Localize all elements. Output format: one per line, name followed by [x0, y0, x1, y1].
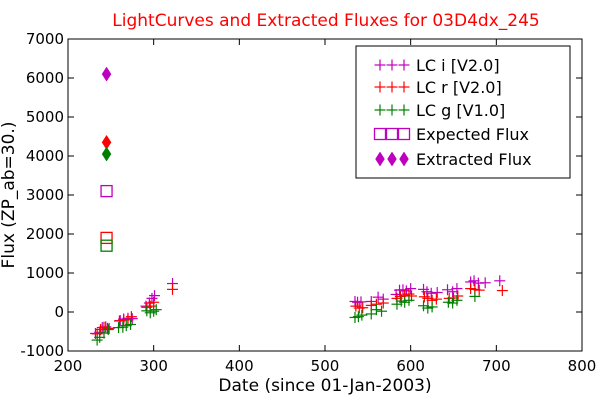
x-tick-label: 300: [139, 357, 168, 375]
y-tick-label: 3000: [26, 186, 64, 204]
data-marks: [89, 66, 508, 346]
legend-marker: [374, 81, 386, 93]
lc-point: [102, 324, 114, 336]
lc-point: [451, 283, 463, 295]
legend-marker: [375, 151, 385, 167]
x-tick-label: 800: [568, 357, 597, 375]
legend-marker: [385, 127, 399, 141]
legend-marker: [398, 81, 410, 93]
plot-area-frame: [67, 38, 583, 352]
lc-point: [403, 294, 415, 306]
lc-point: [372, 291, 384, 303]
lc-point: [126, 313, 138, 325]
y-axis-label: Flux (ZP_ab=30.): [0, 122, 19, 269]
lc-point: [442, 284, 454, 296]
legend-marker: [397, 127, 411, 141]
x-tick-label: 200: [54, 357, 83, 375]
lc-point: [422, 292, 434, 304]
lc-point: [91, 334, 103, 346]
lc-point: [125, 318, 137, 330]
legend-marker: [386, 81, 398, 93]
lc-point: [355, 296, 367, 308]
x-tick-label: 700: [482, 357, 511, 375]
lc-point: [442, 296, 454, 308]
legend-marker: [373, 127, 387, 141]
x-tick-label: 500: [311, 357, 340, 375]
legend-label: LC g [V1.0]: [416, 101, 505, 120]
lc-point: [452, 290, 464, 302]
lc-point: [370, 304, 382, 316]
expected-flux-point: [100, 184, 113, 198]
y-tick-label: 0: [54, 303, 64, 321]
lc-point: [149, 290, 161, 302]
y-tick-label: 1000: [26, 264, 64, 282]
y-tick-label: 5000: [26, 108, 64, 126]
y-tick-label: 7000: [26, 30, 64, 48]
legend-label: Expected Flux: [416, 125, 529, 144]
lc-point: [406, 290, 418, 302]
legend-marker: [387, 151, 397, 167]
lc-point: [430, 293, 442, 305]
lc-point: [451, 294, 463, 306]
lc-point: [422, 302, 434, 314]
legend-marker: [386, 104, 398, 116]
lc-point: [399, 296, 411, 308]
lc-point: [418, 300, 430, 312]
lc-point: [468, 275, 480, 287]
chart-title: LightCurves and Extracted Fluxes for 03D…: [112, 11, 539, 31]
lc-point: [479, 277, 491, 289]
legend: LC i [V2.0] LC r [V2.0] LC g [V1.0] Expecte…: [355, 45, 571, 179]
legend-label: LC r [V2.0]: [416, 78, 502, 97]
lc-point: [376, 305, 388, 317]
lc-point: [356, 309, 368, 321]
legend-marker: [398, 59, 410, 71]
legend-marker: [374, 104, 386, 116]
y-tick-label: -1000: [20, 342, 64, 360]
lc-point: [357, 302, 369, 314]
extracted-flux-point: [101, 146, 112, 162]
axis-ticks: 200 300 400 500 600 700 800 -1000 0 1000 2000 3000 4…: [20, 30, 596, 375]
lc-point: [377, 297, 389, 309]
legend-marker: [374, 59, 386, 71]
lc-point: [148, 305, 160, 317]
legend-marker: [398, 104, 410, 116]
x-tick-label: 600: [396, 357, 425, 375]
lc-point: [167, 283, 179, 295]
lc-point: [496, 285, 508, 297]
lc-point: [426, 301, 438, 313]
lc-point: [469, 290, 481, 302]
lc-point: [465, 283, 477, 295]
lc-point: [405, 283, 417, 295]
lc-point: [94, 331, 106, 343]
lc-point: [447, 297, 459, 309]
y-tick-label: 4000: [26, 147, 64, 165]
expected-flux-point: [100, 239, 113, 252]
legend-marker: [399, 151, 409, 167]
lc-point: [365, 308, 377, 320]
lc-point: [394, 290, 406, 302]
x-tick-label: 400: [225, 357, 254, 375]
expected-flux-point: [100, 231, 113, 245]
legend-label: LC i [V2.0]: [416, 56, 500, 75]
lc-point: [150, 304, 162, 316]
lc-point: [421, 286, 433, 298]
lc-point: [494, 275, 506, 287]
lc-point: [125, 311, 137, 323]
x-axis-label: Date (since 01-Jan-2003): [218, 376, 431, 396]
lc-point: [473, 284, 485, 296]
lc-point: [431, 287, 443, 298]
lc-point: [113, 315, 125, 327]
legend-marker: [386, 59, 398, 71]
lc-point: [120, 320, 132, 332]
extracted-flux-point: [101, 66, 112, 82]
y-tick-label: 6000: [26, 69, 64, 87]
legend-label: Extracted Flux: [416, 150, 532, 169]
y-tick-label: 2000: [26, 225, 64, 243]
